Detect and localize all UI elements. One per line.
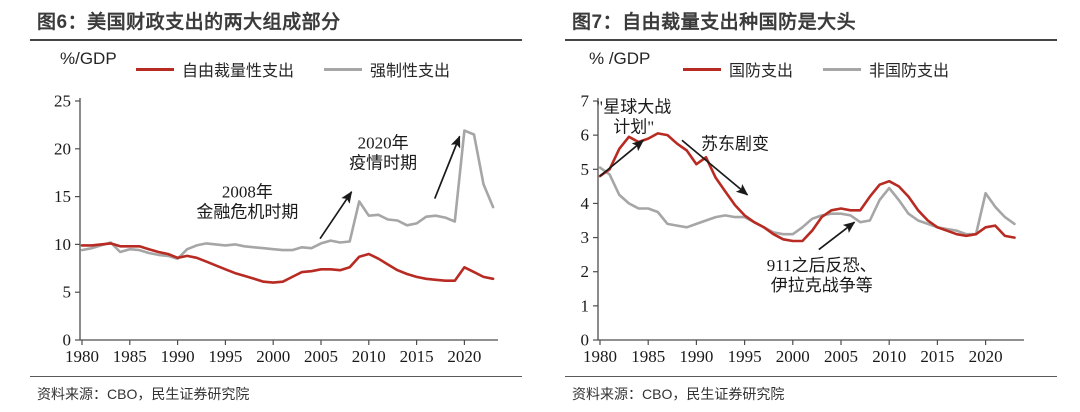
x-tick-label: 2015 [920, 347, 954, 366]
line-chart: 0 5 10 15 20 25 1980 1985 1990 1995 2000 2005 2010 20… [54, 92, 498, 366]
line-chart: 0 1 2 3 4 5 6 7 1980 1985 1990 1995 2000 2005 2010 2015… [581, 92, 1024, 366]
annotation-arrow [599, 139, 645, 177]
legend-item: 强制性支出 [324, 57, 450, 81]
y-tick-label: 2 [581, 262, 590, 281]
series-line-1 [80, 129, 495, 260]
chart-area: % /GDP 国防支出 非国防支出 0 1 2 3 4 5 6 7 1980 1985 1990 19… [565, 41, 1057, 376]
figure-7-panel: 图7：自由裁量支出种国防是大头 % /GDP 国防支出 非国防支出 0 1 2 3 4 5… [565, 12, 1057, 404]
x-tick-label: 2010 [872, 347, 906, 366]
y-tick-label: 0 [63, 331, 72, 350]
chart-annotation: "星球大战计划" [596, 97, 671, 136]
y-tick-label: 5 [581, 160, 590, 179]
x-tick-label: 1985 [113, 347, 147, 366]
figure-6-panel: 图6：美国财政支出的两大组成部分 %/GDP 自由裁量性支出 强制性支出 0 5 1… [30, 12, 522, 404]
x-tick-label: 1990 [679, 347, 713, 366]
series-line-1 [598, 166, 1016, 236]
x-tick-label: 2015 [400, 347, 434, 366]
legend-line-swatch [683, 67, 721, 71]
x-tick-label: 1995 [208, 347, 242, 366]
y-tick-label: 20 [54, 139, 71, 158]
legend-line-swatch [823, 67, 862, 71]
x-tick-label: 1980 [65, 347, 99, 366]
source-note: 资料来源：CBO，民生证券研究院 [30, 376, 522, 404]
chart-annotation: 911之后反恐、伊拉克战争等 [767, 256, 877, 295]
x-tick-label: 2000 [776, 347, 810, 366]
annotation-arrow [319, 190, 353, 240]
y-axis-unit-label: %/GDP [60, 49, 117, 68]
series-line-0 [80, 242, 495, 284]
legend-label: 强制性支出 [370, 63, 451, 80]
chart-annotation: 2008年金融危机时期 [196, 182, 298, 221]
figure-title: 图6：美国财政支出的两大组成部分 [30, 12, 522, 41]
legend-line-swatch [136, 67, 174, 71]
x-tick-label: 1985 [631, 347, 665, 366]
y-tick-label: 15 [54, 187, 71, 206]
legend-item: 非国防支出 [823, 57, 949, 81]
x-tick-label: 1990 [161, 347, 195, 366]
annotation-arrow [818, 221, 856, 251]
x-tick-label: 1995 [728, 347, 762, 366]
y-tick-label: 4 [581, 194, 590, 213]
x-tick-label: 2010 [352, 347, 386, 366]
chart-legend: 国防支出 非国防支出 [683, 57, 949, 81]
y-axis-unit-label: % /GDP [589, 49, 651, 68]
x-tick-label: 2020 [969, 347, 1003, 366]
legend-label: 自由裁量性支出 [182, 63, 295, 80]
series-line-0 [598, 132, 1016, 243]
legend-label: 国防支出 [729, 63, 794, 80]
x-tick-label: 1980 [583, 347, 617, 366]
x-tick-label: 2005 [304, 347, 338, 366]
chart-legend: 自由裁量性支出 强制性支出 [136, 57, 450, 81]
x-tick-label: 2005 [824, 347, 858, 366]
y-tick-label: 6 [581, 126, 590, 145]
x-tick-label: 2000 [256, 347, 290, 366]
chart-area: %/GDP 自由裁量性支出 强制性支出 0 5 10 15 20 25 1980 1985 19… [30, 41, 522, 376]
y-tick-label: 7 [581, 92, 590, 111]
y-tick-label: 0 [581, 331, 590, 350]
y-tick-label: 3 [581, 228, 590, 247]
chart-annotation: 苏东剧变 [701, 135, 769, 154]
legend-label: 非国防支出 [869, 63, 950, 80]
y-tick-label: 5 [63, 283, 72, 302]
annotation-arrow [681, 139, 749, 196]
legend-item: 自由裁量性支出 [136, 57, 294, 81]
legend-line-swatch [324, 67, 363, 71]
legend-item: 国防支出 [683, 57, 793, 81]
y-tick-label: 1 [581, 296, 590, 315]
y-tick-label: 10 [54, 235, 71, 254]
source-note: 资料来源：CBO，民生证券研究院 [565, 376, 1057, 404]
chart-annotation: 2020年疫情时期 [349, 134, 417, 173]
x-tick-label: 2020 [447, 347, 481, 366]
figure-title: 图7：自由裁量支出种国防是大头 [565, 12, 1057, 41]
y-tick-label: 25 [54, 92, 71, 111]
annotation-arrow [433, 135, 461, 199]
